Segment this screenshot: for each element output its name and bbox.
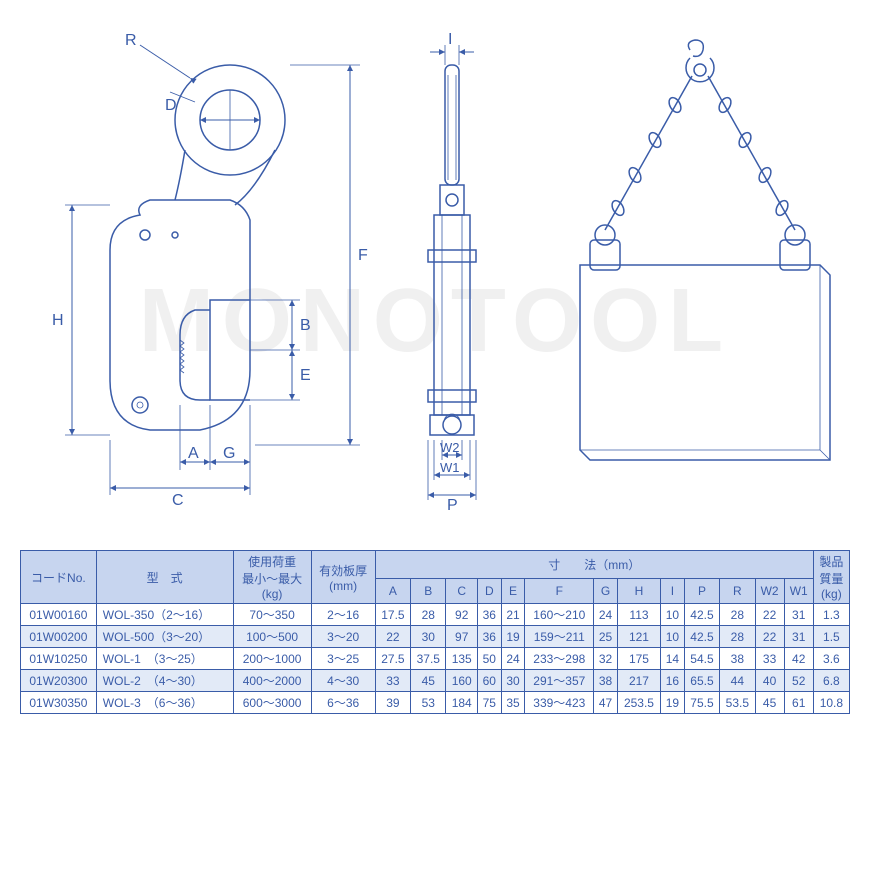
front-view: R D F H B E [52, 32, 368, 509]
table-row: 01W30350WOL-3 （6～36）600～30006～3639531847… [21, 692, 850, 714]
col-weight: 製品 質量 (kg) [813, 551, 849, 604]
label-g: G [223, 445, 235, 462]
table-body: 01W00160WOL-350（2～16）70～3502～1617.528923… [21, 604, 850, 714]
label-w2: W2 [440, 440, 460, 455]
table-row: 01W10250WOL-1 （3～25）200～10003～2527.537.5… [21, 648, 850, 670]
diagram-area: MONOTOOL [20, 20, 850, 540]
col-I: I [661, 579, 685, 604]
label-a: A [188, 445, 199, 462]
label-d: D [165, 97, 177, 114]
table-row: 01W00160WOL-350（2～16）70～3502～1617.528923… [21, 604, 850, 626]
label-h: H [52, 312, 64, 329]
col-P: P [684, 579, 719, 604]
col-R: R [720, 579, 755, 604]
technical-drawings: R D F H B E [20, 20, 850, 540]
col-load: 使用荷重 最小～最大 (kg) [233, 551, 311, 604]
label-r: R [125, 32, 137, 49]
col-B: B [411, 579, 446, 604]
col-W1: W1 [784, 579, 813, 604]
spec-table: コードNo. 型 式 使用荷重 最小～最大 (kg) 有効板厚 (mm) 寸 法… [20, 550, 850, 714]
table-row: 01W00200WOL-500（3～20）100～5003～2022309736… [21, 626, 850, 648]
col-F: F [525, 579, 594, 604]
label-c: C [172, 492, 184, 509]
label-f: F [358, 247, 368, 264]
col-H: H [617, 579, 660, 604]
col-E: E [501, 579, 525, 604]
col-W2: W2 [755, 579, 784, 604]
label-e: E [300, 367, 311, 384]
col-G: G [594, 579, 618, 604]
label-i: I [448, 31, 452, 48]
col-A: A [375, 579, 410, 604]
col-dimensions: 寸 法（mm） [375, 551, 813, 579]
label-p: P [447, 497, 458, 514]
col-model: 型 式 [96, 551, 233, 604]
col-D: D [477, 579, 501, 604]
table-header: コードNo. 型 式 使用荷重 最小～最大 (kg) 有効板厚 (mm) 寸 法… [21, 551, 850, 604]
side-view: I W2 W1 P [428, 31, 476, 514]
label-b: B [300, 317, 311, 334]
col-C: C [446, 579, 477, 604]
usage-illustration [580, 40, 830, 460]
col-code: コードNo. [21, 551, 97, 604]
label-w1: W1 [440, 460, 460, 475]
table-row: 01W20300WOL-2 （4～30）400～20004～3033451606… [21, 670, 850, 692]
col-thickness: 有効板厚 (mm) [311, 551, 375, 604]
